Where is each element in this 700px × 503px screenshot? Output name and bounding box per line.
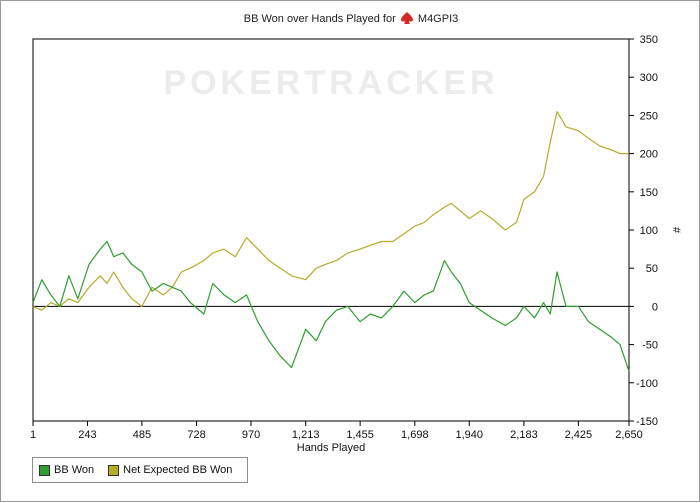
series-line-net-expected [32,110,629,311]
x-tick-label: 1,213 [292,429,320,441]
x-tick-label: 728 [187,429,205,441]
watermark-text: POKERTRACKER [163,64,498,102]
series-lines [32,110,630,372]
y-tick-label: -100 [636,378,658,390]
legend: BB Won Net Expected BB Won [32,457,248,483]
x-axis-label: Hands Played [297,442,366,454]
y-axis: 350 300 250 200 150 100 50 0 -50 -100 -150 [629,34,658,428]
x-tick-label: 485 [133,429,151,441]
legend-label-net-expected: Net Expected BB Won [123,464,233,476]
x-tick-label: 2,650 [615,429,643,441]
legend-swatch-bb-won [39,464,50,476]
y-tick-label: 50 [646,263,658,275]
x-tick-label: 1,455 [346,429,374,441]
y-tick-label: 200 [640,149,658,161]
x-tick-label: 2,425 [565,429,593,441]
x-axis: 1 243 485 728 970 1,213 1,455 1,698 1,940 2,183 2,… [30,421,643,441]
x-tick-label: 1,698 [401,429,429,441]
y-tick-label: 350 [640,34,658,46]
legend-item-net-expected: Net Expected BB Won [108,464,232,476]
y-axis-label: # [670,227,682,234]
y-tick-label: 250 [640,110,658,122]
y-tick-label: 100 [640,225,658,237]
legend-item-bb-won: BB Won [39,464,94,476]
chart-title-text: BB Won over Hands Played for [243,13,396,25]
y-tick-label: -50 [642,340,658,352]
player-name: M4GPI3 [417,13,459,25]
chart-title: BB Won over Hands Played for M4GPI3 [1,12,700,25]
x-tick-label: 970 [242,429,260,441]
y-tick-label: 0 [652,301,658,313]
y-tick-label: 300 [640,72,658,84]
series-line-bb-won [32,240,630,372]
y-tick-label: 150 [640,187,658,199]
x-tick-label: 1 [30,429,36,441]
legend-label-bb-won: BB Won [54,464,95,476]
x-tick-label: 1,940 [455,429,483,441]
y-tick-label: -150 [636,416,658,428]
x-tick-label: 2,183 [510,429,538,441]
x-tick-label: 243 [78,429,96,441]
legend-swatch-net-expected [108,464,120,476]
spade-icon [400,12,413,24]
